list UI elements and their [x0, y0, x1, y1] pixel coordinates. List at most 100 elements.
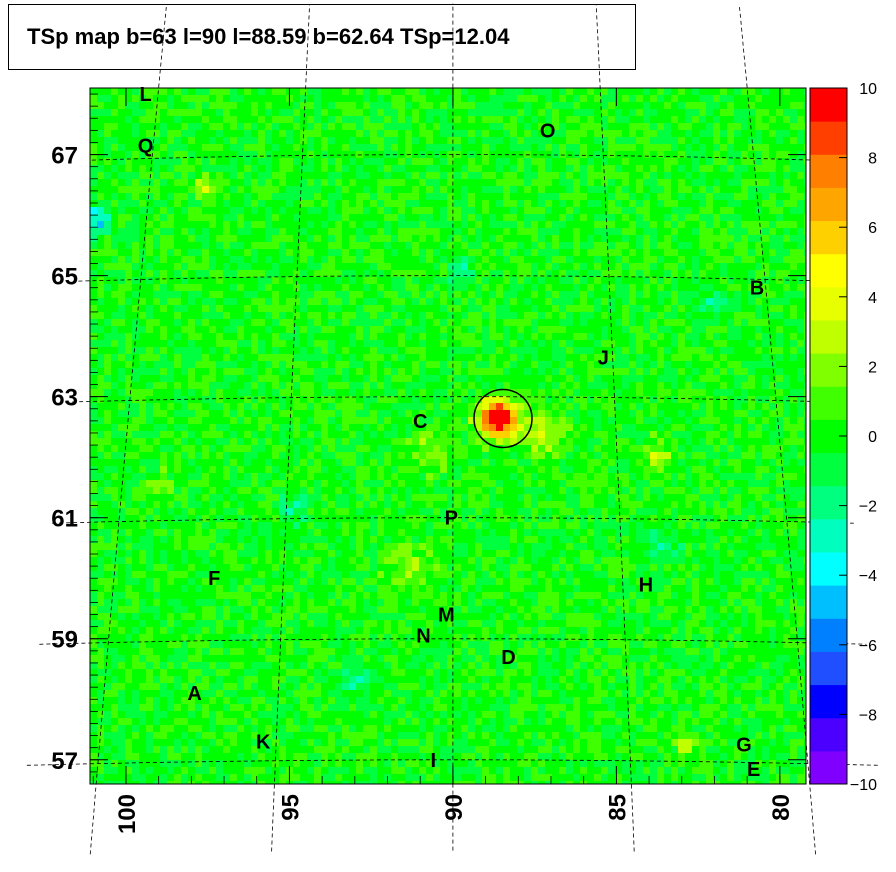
heatmap-cell — [566, 263, 574, 271]
heatmap-cell — [699, 354, 707, 362]
heatmap-cell — [230, 319, 238, 327]
heatmap-cell — [517, 137, 525, 145]
heatmap-cell — [727, 333, 735, 341]
heatmap-cell — [370, 410, 378, 418]
heatmap-cell — [720, 151, 728, 159]
heatmap-cell — [363, 270, 371, 278]
heatmap-cell — [90, 116, 98, 124]
heatmap-cell — [202, 354, 210, 362]
heatmap-cell — [790, 368, 798, 376]
heatmap-cell — [692, 284, 700, 292]
heatmap-cell — [622, 361, 630, 369]
heatmap-cell — [356, 354, 364, 362]
heatmap-cell — [258, 207, 266, 215]
heatmap-cell — [286, 326, 294, 334]
heatmap-cell — [692, 354, 700, 362]
heatmap-cell — [328, 319, 336, 327]
heatmap-cell — [531, 389, 539, 397]
heatmap-cell — [356, 396, 364, 404]
heatmap-cell — [174, 298, 182, 306]
heatmap-cell — [342, 193, 350, 201]
heatmap-cell — [433, 389, 441, 397]
heatmap-cell — [468, 403, 476, 411]
heatmap-cell — [174, 305, 182, 313]
heatmap-cell — [160, 221, 168, 229]
heatmap-cell — [377, 270, 385, 278]
heatmap-cell — [482, 382, 490, 390]
heatmap-cell — [307, 179, 315, 187]
heatmap-cell — [538, 186, 546, 194]
heatmap-cell — [125, 151, 133, 159]
heatmap-cell — [657, 354, 665, 362]
heatmap-cell — [349, 200, 357, 208]
heatmap-cell — [755, 256, 763, 264]
heatmap-cell — [265, 305, 273, 313]
heatmap-cell — [251, 165, 259, 173]
heatmap-cell — [153, 221, 161, 229]
heatmap-cell — [517, 228, 525, 236]
heatmap-cell — [769, 389, 777, 397]
heatmap-cell — [706, 137, 714, 145]
heatmap-cell — [769, 270, 777, 278]
heatmap-cell — [503, 256, 511, 264]
heatmap-cell — [671, 228, 679, 236]
heatmap-cell — [657, 151, 665, 159]
heatmap-cell — [377, 417, 385, 425]
heatmap-cell — [293, 312, 301, 320]
heatmap-cell — [755, 298, 763, 306]
heatmap-cell — [482, 102, 490, 110]
heatmap-cell — [566, 361, 574, 369]
heatmap-cell — [433, 298, 441, 306]
heatmap-cell — [440, 382, 448, 390]
heatmap-cell — [629, 165, 637, 173]
heatmap-cell — [580, 109, 588, 117]
heatmap-cell — [405, 165, 413, 173]
heatmap-cell — [251, 354, 259, 362]
heatmap-cell — [251, 396, 259, 404]
heatmap-cell — [559, 95, 567, 103]
heatmap-cell — [489, 95, 497, 103]
heatmap-cell — [629, 151, 637, 159]
heatmap-cell — [692, 305, 700, 313]
heatmap-cell — [328, 193, 336, 201]
heatmap-cell — [216, 291, 224, 299]
heatmap-cell — [755, 340, 763, 348]
heatmap-cell — [293, 417, 301, 425]
heatmap-cell — [300, 214, 308, 222]
heatmap-cell — [741, 326, 749, 334]
heatmap-cell — [699, 158, 707, 166]
heatmap-cell — [587, 375, 595, 383]
heatmap-cell — [769, 242, 777, 250]
heatmap-cell — [769, 333, 777, 341]
heatmap-cell — [426, 417, 434, 425]
heatmap-cell — [447, 368, 455, 376]
heatmap-cell — [762, 88, 770, 96]
heatmap-cell — [629, 326, 637, 334]
heatmap-cell — [447, 123, 455, 131]
heatmap-cell — [636, 382, 644, 390]
heatmap-cell — [342, 242, 350, 250]
heatmap-cell — [321, 298, 329, 306]
heatmap-cell — [671, 319, 679, 327]
heatmap-cell — [727, 130, 735, 138]
heatmap-cell — [461, 165, 469, 173]
heatmap-cell — [398, 235, 406, 243]
heatmap-cell — [384, 249, 392, 257]
heatmap-cell — [461, 137, 469, 145]
heatmap-cell — [356, 389, 364, 397]
heatmap-cell — [370, 123, 378, 131]
heatmap-cell — [713, 151, 721, 159]
heatmap-cell — [713, 207, 721, 215]
heatmap-cell — [503, 298, 511, 306]
heatmap-cell — [608, 193, 616, 201]
heatmap-cell — [384, 361, 392, 369]
heatmap-cell — [188, 123, 196, 131]
heatmap-cell — [167, 109, 175, 117]
heatmap-cell — [440, 263, 448, 271]
heatmap-cell — [580, 137, 588, 145]
heatmap-cell — [748, 333, 756, 341]
heatmap-cell — [398, 186, 406, 194]
heatmap-cell — [664, 221, 672, 229]
heatmap-cell — [202, 410, 210, 418]
heatmap-cell — [111, 88, 119, 96]
